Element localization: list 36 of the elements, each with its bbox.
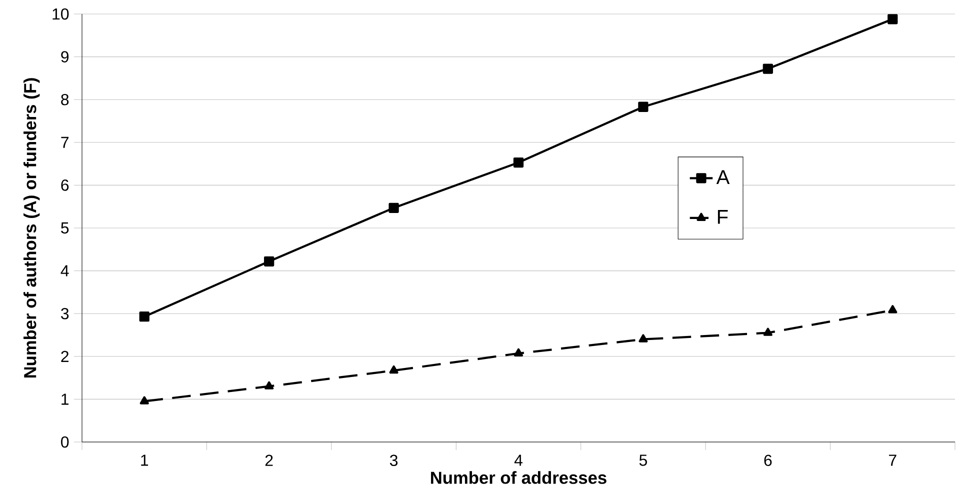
y-tick-label: 2	[61, 350, 68, 362]
x-tick-label: 7	[889, 454, 896, 466]
y-tick-label: 6	[61, 180, 69, 191]
point	[888, 14, 898, 24]
y-tick-label: 8	[61, 94, 69, 106]
y-tick-label: 4	[60, 265, 69, 276]
x-tick-label: 1	[141, 454, 148, 466]
point	[140, 396, 149, 404]
point	[388, 202, 399, 213]
y-tick-label: 10	[52, 8, 69, 20]
y-tick-label: 5	[61, 222, 69, 234]
point	[638, 334, 648, 342]
legend-label: A	[716, 170, 730, 184]
legend-label: F	[718, 210, 728, 224]
y-axis-title: Number of authors (A) or funders (F)	[24, 78, 40, 378]
x-tick-label: 2	[265, 454, 273, 466]
point	[139, 312, 150, 322]
y-tick-label: 0	[61, 436, 69, 448]
x-tick-label: 6	[764, 454, 772, 466]
x-axis-title: Number of addresses	[431, 471, 606, 484]
y-tick-label: 1	[62, 394, 69, 405]
x-tick-label: 5	[639, 454, 647, 466]
point	[763, 328, 772, 336]
point	[762, 64, 773, 74]
y-tick-label: 9	[61, 51, 69, 62]
x-tick-label: 4	[514, 454, 522, 466]
x-tick-label: 3	[390, 454, 398, 466]
y-tick-label: 3	[61, 308, 69, 320]
point	[264, 256, 274, 266]
point	[638, 102, 648, 112]
point	[888, 305, 898, 314]
point	[513, 157, 524, 168]
point	[514, 348, 524, 356]
point	[264, 381, 274, 390]
y-tick-label: 7	[61, 136, 68, 148]
point	[389, 365, 398, 374]
